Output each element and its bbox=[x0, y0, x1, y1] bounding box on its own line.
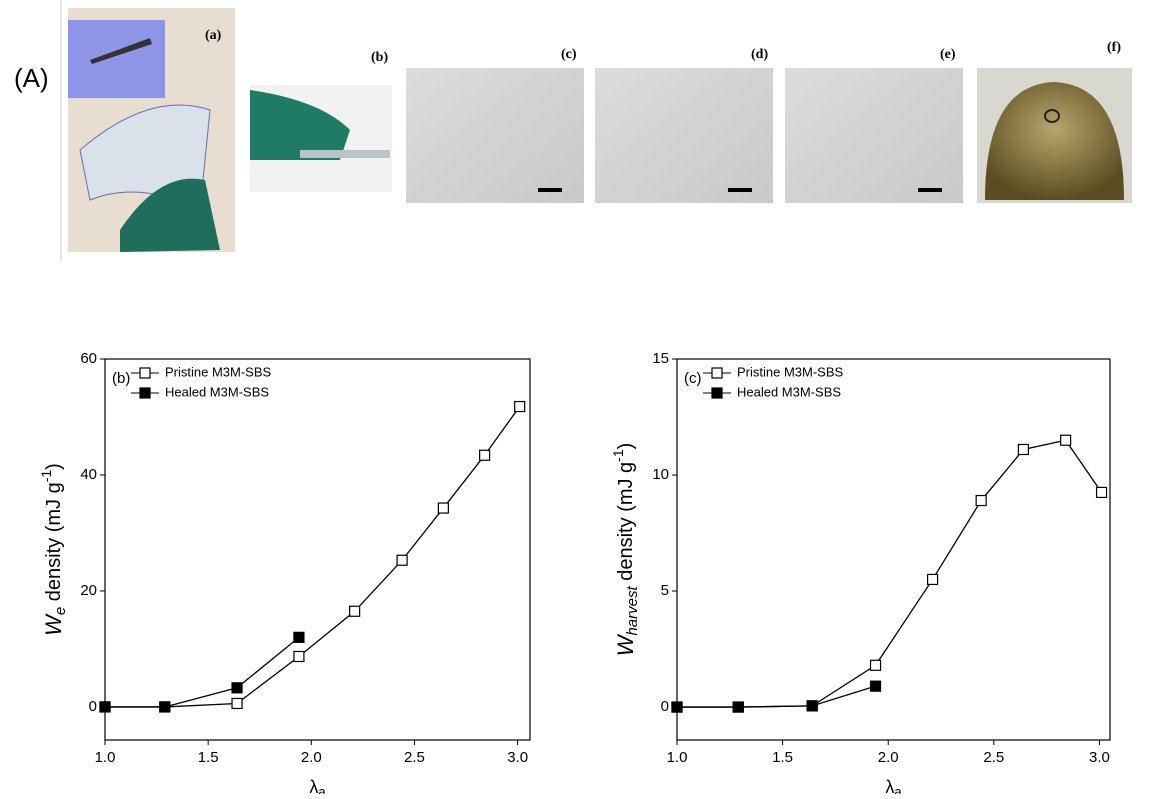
panel-label: (c) bbox=[684, 370, 702, 387]
y-label-sub: e bbox=[52, 607, 69, 615]
x-tick-label: 3.0 bbox=[1089, 749, 1110, 766]
photo-c bbox=[406, 68, 584, 203]
panel-label: (c) bbox=[561, 47, 577, 62]
y-label-sub: harvest bbox=[624, 586, 641, 636]
marker bbox=[711, 367, 723, 379]
photo-d bbox=[595, 68, 773, 203]
glove bbox=[250, 90, 350, 160]
x-tick-label: 2.0 bbox=[878, 749, 899, 766]
series-line bbox=[677, 685, 876, 708]
marker bbox=[159, 701, 171, 713]
photos bbox=[68, 8, 1132, 252]
plot-frame bbox=[104, 358, 531, 741]
x-tick-label: 2.5 bbox=[983, 749, 1004, 766]
marker bbox=[437, 502, 449, 514]
y-tick-label: 60 bbox=[80, 350, 97, 367]
y-axis-label: We density (mJ g-1) bbox=[38, 463, 69, 636]
y-label-main: W bbox=[41, 613, 66, 636]
photo-a-inset bbox=[68, 20, 165, 98]
y-label-end: ) bbox=[43, 463, 65, 470]
plot-frame bbox=[676, 358, 1111, 741]
y-label-sup: -1 bbox=[610, 449, 626, 462]
marker bbox=[99, 701, 111, 713]
series-line bbox=[677, 439, 1103, 708]
x-axis-label: λa bbox=[885, 777, 902, 794]
marker bbox=[975, 494, 987, 507]
y-tick-label: 0 bbox=[89, 698, 97, 715]
figure-label: (A) bbox=[14, 63, 49, 93]
marker bbox=[1060, 434, 1072, 446]
glove bbox=[120, 178, 220, 252]
x-label-main: λ bbox=[885, 777, 894, 794]
marker bbox=[926, 573, 939, 586]
y-tick-label: 40 bbox=[80, 466, 97, 483]
marker bbox=[231, 697, 243, 710]
x-tick-label: 1.5 bbox=[198, 749, 219, 766]
x-tick-label: 1.5 bbox=[772, 749, 793, 766]
x-axis-label: λa bbox=[309, 777, 326, 794]
scale-bar bbox=[728, 188, 752, 192]
marker bbox=[479, 449, 491, 461]
x-tick-label: 1.0 bbox=[667, 749, 688, 766]
marker bbox=[293, 631, 305, 643]
marker bbox=[514, 400, 526, 413]
marker bbox=[1017, 443, 1030, 456]
y-axis-label: Wharvest density (mJ g-1) bbox=[610, 443, 641, 657]
y-tick-label: 0 bbox=[661, 698, 669, 715]
legend-label: Pristine M3M-SBS bbox=[737, 364, 844, 379]
marker bbox=[869, 659, 882, 671]
y-tick-label: 10 bbox=[652, 466, 669, 483]
y-label-text: density (mJ g bbox=[43, 482, 65, 606]
panel-label: (b) bbox=[112, 370, 130, 387]
y-label-end: ) bbox=[615, 443, 637, 450]
y-label-sup: -1 bbox=[38, 470, 54, 483]
marker bbox=[869, 680, 882, 692]
x-tick-label: 3.0 bbox=[507, 749, 528, 766]
dome bbox=[985, 82, 1124, 200]
marker bbox=[396, 554, 408, 566]
x-label-sub: a bbox=[894, 784, 902, 794]
series-line bbox=[105, 406, 521, 708]
x-label-main: λ bbox=[309, 777, 318, 794]
x-tick-label: 2.0 bbox=[301, 749, 322, 766]
x-tick-label: 1.0 bbox=[95, 749, 116, 766]
marker bbox=[711, 387, 723, 399]
marker bbox=[349, 605, 361, 617]
photo-e bbox=[785, 68, 963, 203]
panel-label: (d) bbox=[751, 47, 768, 62]
scale-bar bbox=[918, 188, 942, 192]
marker bbox=[139, 367, 151, 379]
marker bbox=[231, 682, 243, 694]
x-label-sub: a bbox=[318, 784, 326, 794]
film bbox=[300, 150, 390, 158]
panel-label: (b) bbox=[371, 50, 388, 65]
marker bbox=[732, 701, 744, 713]
scale-bar bbox=[538, 188, 562, 192]
panel-label: (e) bbox=[940, 47, 956, 62]
legend-label: Healed M3M-SBS bbox=[165, 384, 269, 399]
y-label-main: W bbox=[613, 633, 638, 656]
needle bbox=[90, 38, 152, 64]
damage-mark bbox=[1044, 109, 1060, 123]
marker bbox=[806, 700, 818, 712]
marker bbox=[293, 650, 305, 663]
panel-label: (f) bbox=[1107, 40, 1121, 55]
panel-label: (a) bbox=[205, 28, 222, 43]
legend-label: Pristine M3M-SBS bbox=[165, 364, 272, 379]
marker bbox=[671, 701, 683, 713]
x-tick-label: 2.5 bbox=[404, 749, 425, 766]
y-tick-label: 20 bbox=[80, 582, 97, 599]
marker bbox=[1095, 486, 1108, 499]
y-tick-label: 5 bbox=[661, 582, 669, 599]
y-label-text: density (mJ g bbox=[615, 462, 637, 586]
marker bbox=[139, 387, 151, 399]
legend-label: Healed M3M-SBS bbox=[737, 384, 841, 399]
y-tick-label: 15 bbox=[652, 350, 669, 367]
series-line bbox=[105, 636, 300, 708]
